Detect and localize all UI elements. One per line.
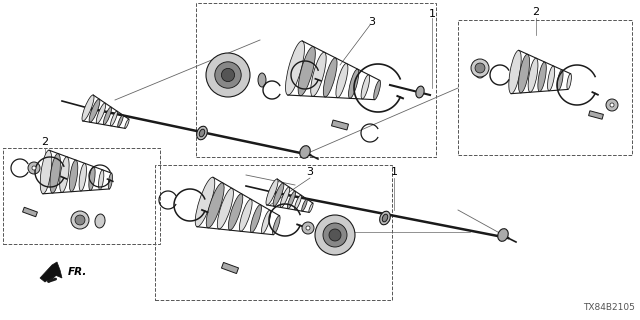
Circle shape [306, 226, 310, 230]
Ellipse shape [416, 86, 424, 98]
Text: 2: 2 [42, 137, 49, 147]
Ellipse shape [79, 163, 86, 191]
Ellipse shape [498, 229, 508, 241]
Polygon shape [332, 120, 349, 130]
Ellipse shape [557, 70, 563, 90]
Ellipse shape [89, 99, 100, 122]
Ellipse shape [228, 194, 243, 230]
Text: FR.: FR. [68, 267, 88, 277]
Ellipse shape [196, 126, 207, 140]
Ellipse shape [567, 74, 572, 89]
Ellipse shape [118, 115, 124, 127]
Circle shape [206, 53, 250, 97]
Ellipse shape [250, 205, 261, 232]
Ellipse shape [294, 195, 301, 210]
Ellipse shape [285, 41, 305, 95]
Ellipse shape [108, 173, 113, 189]
Ellipse shape [95, 214, 105, 228]
Ellipse shape [104, 107, 111, 125]
Ellipse shape [528, 58, 538, 92]
Ellipse shape [199, 129, 205, 137]
Ellipse shape [262, 210, 271, 234]
Circle shape [75, 215, 85, 225]
Ellipse shape [298, 46, 316, 96]
Ellipse shape [301, 199, 307, 211]
Ellipse shape [40, 150, 52, 194]
Ellipse shape [349, 69, 359, 98]
Ellipse shape [308, 203, 313, 212]
Circle shape [302, 222, 314, 234]
Ellipse shape [323, 58, 337, 97]
Ellipse shape [239, 199, 252, 231]
Ellipse shape [60, 157, 69, 192]
Text: 1: 1 [429, 9, 435, 19]
Ellipse shape [218, 188, 234, 229]
Circle shape [606, 99, 618, 111]
Circle shape [28, 162, 40, 174]
Circle shape [71, 211, 89, 229]
Ellipse shape [336, 63, 348, 98]
Circle shape [471, 59, 489, 77]
Circle shape [323, 223, 347, 247]
Circle shape [475, 63, 485, 73]
Ellipse shape [380, 211, 390, 225]
Circle shape [215, 62, 241, 88]
Ellipse shape [273, 183, 284, 206]
Ellipse shape [548, 66, 555, 91]
Ellipse shape [99, 170, 104, 190]
Circle shape [610, 103, 614, 107]
Circle shape [315, 215, 355, 255]
Ellipse shape [82, 95, 94, 121]
Text: 3: 3 [307, 167, 314, 177]
Ellipse shape [300, 146, 310, 158]
Polygon shape [221, 262, 239, 274]
Ellipse shape [273, 216, 280, 235]
Ellipse shape [518, 54, 529, 93]
Text: TX84B2105: TX84B2105 [583, 303, 635, 312]
Ellipse shape [538, 62, 547, 92]
Ellipse shape [509, 50, 521, 94]
Text: 3: 3 [369, 17, 376, 27]
Ellipse shape [50, 154, 60, 193]
Ellipse shape [266, 179, 278, 205]
Circle shape [329, 229, 341, 241]
Ellipse shape [96, 103, 106, 124]
Ellipse shape [287, 191, 296, 209]
Polygon shape [589, 111, 604, 119]
Ellipse shape [374, 80, 381, 100]
Ellipse shape [382, 214, 388, 222]
Ellipse shape [206, 183, 224, 228]
Ellipse shape [311, 52, 326, 96]
Ellipse shape [361, 75, 370, 99]
Ellipse shape [125, 119, 129, 128]
Ellipse shape [280, 187, 290, 207]
Ellipse shape [89, 167, 95, 190]
Circle shape [32, 166, 36, 170]
Ellipse shape [195, 177, 215, 227]
Polygon shape [40, 262, 62, 282]
Polygon shape [22, 207, 37, 217]
Text: 1: 1 [390, 167, 397, 177]
Text: 2: 2 [532, 7, 540, 17]
Circle shape [221, 68, 235, 82]
Ellipse shape [69, 160, 78, 192]
Ellipse shape [111, 111, 117, 126]
Ellipse shape [258, 73, 266, 87]
